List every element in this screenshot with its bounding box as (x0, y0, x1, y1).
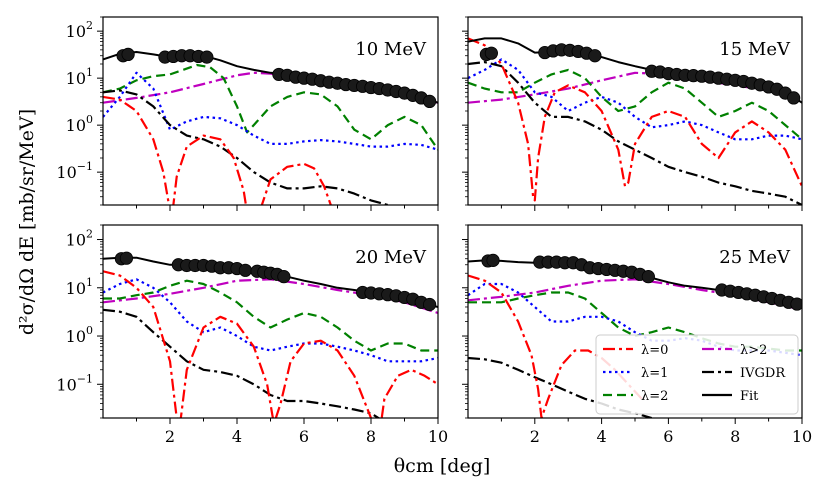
panel-0: 10 MeV 102 101 100 10−1 (56, 16, 439, 211)
y-tick-label: 101 (66, 276, 93, 298)
x-tick-label: 6 (299, 427, 309, 446)
y-axis-title: d²σ/dΩ dE [mb/sr/MeV] (16, 109, 38, 335)
y-tick-label: 100 (66, 324, 93, 346)
series-line-λ=1 (468, 58, 802, 141)
x-tick-label: 10 (428, 427, 448, 446)
legend-label: Fit (740, 389, 759, 404)
x-tick-label: 8 (366, 427, 376, 446)
x-tick-label: 10 (792, 427, 812, 446)
legend: λ=0 λ>2 λ=1 IVGDR λ=2 Fit (595, 334, 799, 415)
series-line-IVGDR (103, 89, 392, 205)
y-tick-label: 10−1 (56, 372, 93, 394)
x-tick-label: 4 (232, 427, 242, 446)
series-line-λ=1 (103, 278, 438, 363)
data-point (790, 297, 802, 311)
legend-label: λ>2 (740, 343, 767, 358)
data-point (423, 297, 437, 312)
series-line-λ=1 (468, 282, 802, 357)
series-line-λ=0 (468, 274, 643, 418)
plot-area (103, 251, 438, 418)
series-line-λ=0 (103, 270, 438, 418)
x-tick-label: 6 (663, 427, 673, 446)
y-tick-label: 102 (66, 19, 93, 41)
legend-label: IVGDR (740, 366, 786, 381)
data-point (119, 251, 134, 265)
x-tick-label: 4 (597, 427, 607, 446)
y-tick-label: 100 (66, 113, 93, 135)
legend-label: λ=1 (641, 366, 668, 381)
x-axis-title: θcm [deg] (394, 455, 491, 477)
panel-label: 10 MeV (355, 39, 427, 60)
plot-area (468, 37, 802, 205)
series-line-IVGDR (468, 60, 802, 205)
legend-label: λ=0 (641, 343, 668, 358)
series-line-λ=2 (103, 63, 438, 151)
panel-2: 20 MeV 2 4 6 8 10 102 101 100 10−1 (56, 224, 448, 446)
data-point (277, 270, 291, 284)
legend-box (595, 334, 799, 415)
panel-label: 15 MeV (719, 39, 791, 60)
data-point (200, 50, 214, 64)
data-point (486, 253, 500, 267)
panel-label: 25 MeV (719, 247, 791, 268)
data-point (238, 263, 252, 277)
x-tick-label: 2 (530, 427, 540, 446)
data-point (588, 49, 602, 63)
legend-label: λ=2 (641, 389, 668, 404)
series-line-λ=0 (103, 95, 332, 205)
x-tick-label: 8 (730, 427, 740, 446)
data-point (423, 94, 437, 109)
series-line-IVGDR (103, 308, 381, 418)
y-tick-label: 10−1 (56, 160, 93, 182)
panel-label: 20 MeV (355, 247, 427, 268)
series-line-λ=2 (103, 279, 438, 352)
data-point (121, 47, 135, 62)
data-point (641, 270, 655, 284)
plot-area (103, 47, 438, 205)
y-tick-label: 102 (66, 228, 93, 250)
x-tick-label: 2 (165, 427, 175, 446)
data-point (484, 46, 498, 60)
series-line-λ=2 (468, 68, 802, 141)
series-line-λ=0 (468, 37, 802, 202)
data-point (787, 91, 801, 105)
panel-1: 15 MeV (462, 16, 803, 211)
y-tick-label: 101 (66, 66, 93, 88)
